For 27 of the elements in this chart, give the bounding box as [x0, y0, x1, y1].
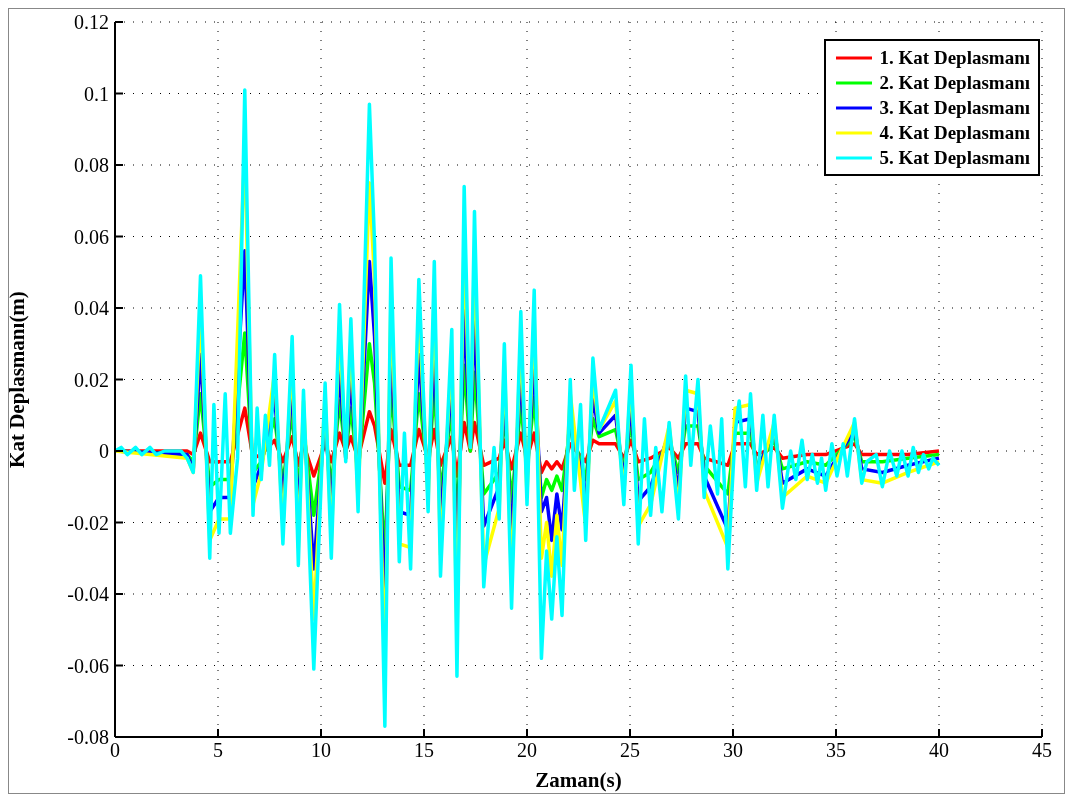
y-axis-title: Kat Deplasmanı(m): [5, 291, 30, 468]
y-tick-label: 0.12: [74, 11, 109, 34]
x-tick-label: 20: [517, 739, 537, 762]
x-tick-label: 5: [213, 739, 223, 762]
y-tick-label: -0.08: [67, 726, 109, 749]
legend-label: 1. Kat Deplasmanı: [879, 46, 1030, 70]
legend-label: 4. Kat Deplasmanı: [879, 121, 1030, 145]
y-tick-label: 0.1: [84, 82, 109, 105]
x-tick-label: 40: [929, 739, 949, 762]
x-tick-label: 45: [1032, 739, 1052, 762]
x-tick-label: 35: [826, 739, 846, 762]
x-tick-label: 10: [311, 739, 331, 762]
x-tick-label: 30: [723, 739, 743, 762]
legend-label: 2. Kat Deplasmanı: [879, 71, 1030, 95]
legend-label: 3. Kat Deplasmanı: [879, 96, 1030, 120]
y-tick-label: 0.04: [74, 297, 109, 320]
legend-label: 5. Kat Deplasmanı: [879, 146, 1030, 170]
x-tick-label: 15: [414, 739, 434, 762]
y-tick-label: -0.02: [67, 511, 109, 534]
y-tick-label: 0: [99, 440, 109, 463]
y-tick-label: 0.06: [74, 225, 109, 248]
y-tick-label: 0.08: [74, 154, 109, 177]
y-tick-label: -0.06: [67, 654, 109, 677]
y-tick-label: 0.02: [74, 368, 109, 391]
x-tick-label: 25: [620, 739, 640, 762]
y-tick-label: -0.04: [67, 583, 109, 606]
x-axis-title: Zaman(s): [535, 768, 622, 792]
